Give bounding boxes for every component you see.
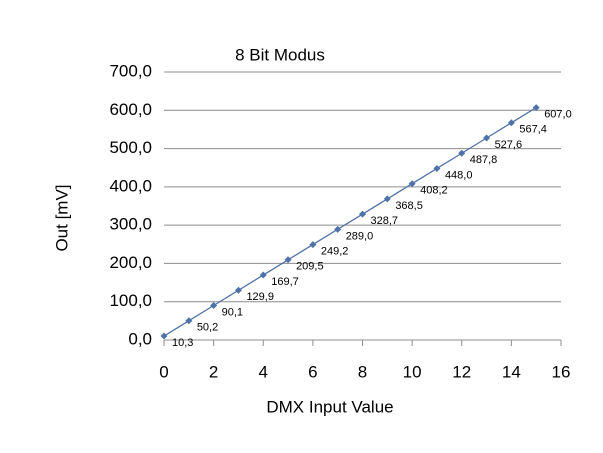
value-label: 289,0: [346, 230, 374, 242]
chart-title: 8 Bit Modus: [235, 45, 325, 64]
value-label: 169,7: [271, 276, 299, 288]
marker: [383, 195, 391, 203]
marker: [160, 332, 168, 340]
marker: [532, 104, 540, 112]
data-line: [163, 107, 537, 337]
x-tick-label: 16: [552, 362, 571, 381]
value-label: 90,1: [222, 306, 243, 318]
x-tick-label: 2: [209, 362, 218, 381]
value-label: 408,2: [420, 185, 448, 197]
marker: [334, 225, 342, 233]
value-label: 567,4: [519, 124, 547, 136]
marker: [234, 286, 242, 294]
marker: [458, 149, 466, 157]
marker: [185, 317, 193, 325]
marker: [359, 210, 366, 218]
value-label: 328,7: [371, 215, 399, 227]
x-tick-label: 8: [358, 362, 367, 381]
x-tick-label: 0: [159, 362, 168, 381]
y-tick-label: 600,0: [109, 100, 152, 119]
value-label: 50,2: [197, 322, 218, 334]
x-tick-label: 10: [403, 362, 422, 381]
value-label: 368,5: [395, 200, 423, 212]
marker: [259, 271, 267, 279]
value-label: 527,6: [495, 139, 523, 151]
y-axis-label: Out [mV]: [52, 184, 71, 251]
value-label: 448,0: [445, 169, 473, 181]
y-tick-label: 300,0: [109, 215, 152, 234]
y-tick-label: 100,0: [109, 291, 152, 310]
x-tick-label: 12: [452, 362, 471, 381]
value-label: 607,0: [544, 109, 572, 121]
y-tick-label: 400,0: [109, 176, 152, 195]
value-label: 209,5: [296, 261, 324, 273]
x-tick-label: 4: [259, 362, 268, 381]
marker: [408, 180, 416, 188]
y-tick-label: 0,0: [128, 329, 152, 348]
marker: [309, 241, 317, 249]
value-label: 249,2: [321, 245, 349, 257]
y-tick-label: 500,0: [109, 138, 152, 157]
x-axis-label: DMX Input Value: [266, 397, 393, 416]
x-tick-label: 6: [308, 362, 317, 381]
marker: [433, 164, 441, 172]
y-tick-label: 700,0: [109, 61, 152, 80]
y-tick-label: 200,0: [109, 253, 152, 272]
marker: [210, 302, 218, 310]
value-label: 487,8: [470, 154, 498, 166]
value-label: 129,9: [246, 291, 274, 303]
x-tick-label: 14: [502, 362, 521, 381]
value-label: 10,3: [172, 337, 193, 349]
marker: [507, 119, 515, 127]
marker: [284, 256, 292, 264]
marker: [483, 134, 491, 142]
